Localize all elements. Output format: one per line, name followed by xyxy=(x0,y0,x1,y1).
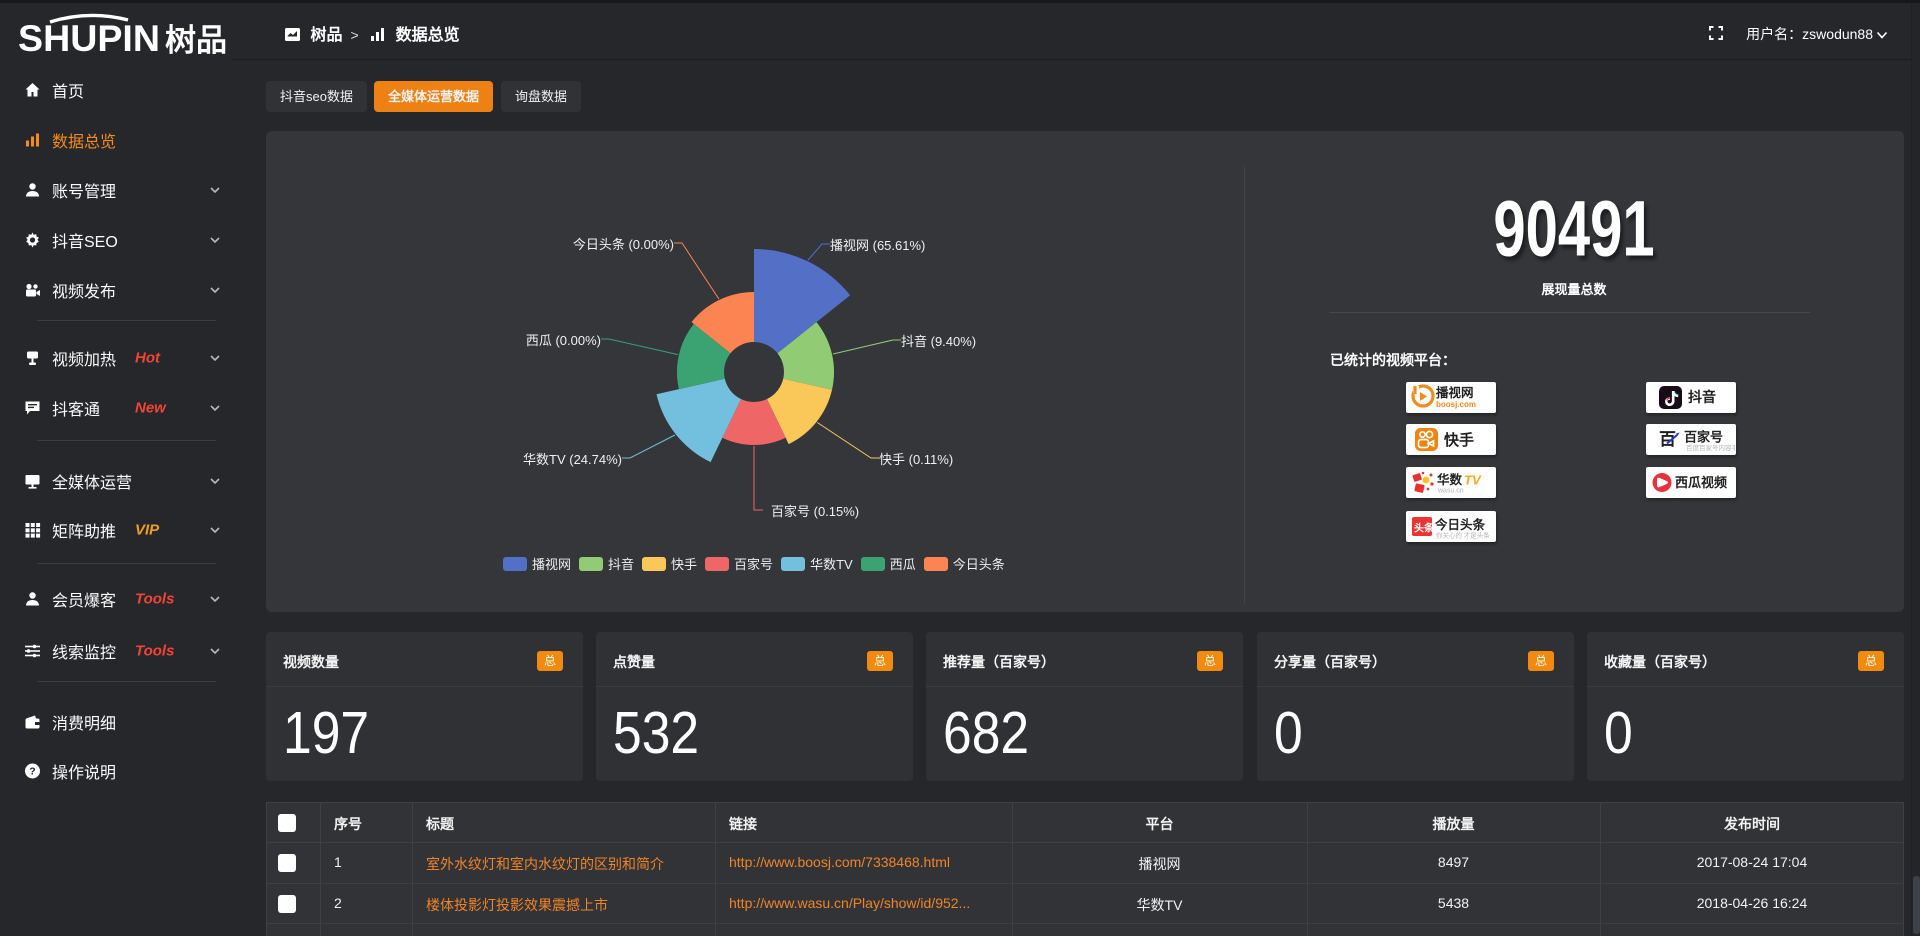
svg-text:播视网: 播视网 xyxy=(1436,385,1474,400)
svg-text:快手: 快手 xyxy=(1444,431,1474,449)
svg-text:今日头条: 今日头条 xyxy=(1434,517,1486,532)
svg-text:华数: 华数 xyxy=(1437,472,1463,487)
svg-text:你关心的 才是头条: 你关心的 才是头条 xyxy=(1436,531,1490,540)
svg-text:wasu.cn: wasu.cn xyxy=(1437,488,1464,495)
svg-text:百度百家号内容平台: 百度百家号内容平台 xyxy=(1686,443,1735,452)
svg-text:抖音: 抖音 xyxy=(1688,389,1716,405)
svg-text:西瓜视频: 西瓜视频 xyxy=(1675,475,1727,490)
svg-text:?: ? xyxy=(29,766,35,778)
svg-text:头条: 头条 xyxy=(1414,522,1435,535)
svg-text:百: 百 xyxy=(1659,430,1676,449)
svg-text:TV: TV xyxy=(1464,473,1482,488)
svg-text:boosj.com: boosj.com xyxy=(1436,400,1476,409)
svg-text:SHUPIN: SHUPIN xyxy=(18,18,160,59)
svg-text:百家号: 百家号 xyxy=(1684,430,1723,445)
svg-text:树品: 树品 xyxy=(165,23,227,58)
